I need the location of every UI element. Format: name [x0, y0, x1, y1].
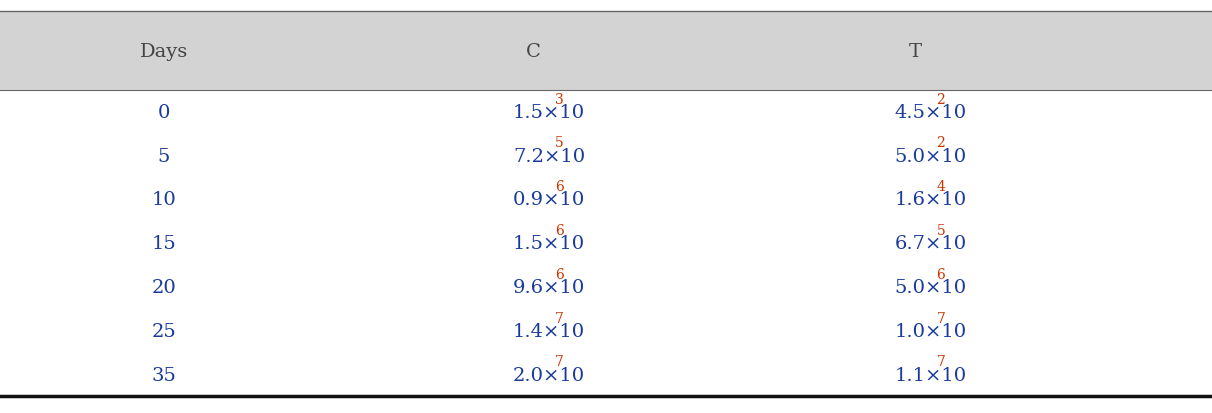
Text: 5: 5 — [555, 136, 564, 150]
Text: 7: 7 — [937, 354, 945, 368]
Text: Days: Days — [139, 43, 188, 61]
Text: 2: 2 — [937, 93, 945, 107]
Text: 0.9×10: 0.9×10 — [513, 191, 585, 209]
Text: 3: 3 — [555, 93, 564, 107]
Text: 10: 10 — [152, 191, 176, 209]
Text: 7: 7 — [937, 311, 945, 325]
Text: 4: 4 — [937, 180, 945, 194]
Text: T: T — [909, 43, 921, 61]
Text: 6.7×10: 6.7×10 — [894, 235, 967, 253]
Text: 7: 7 — [555, 354, 564, 368]
Text: 6: 6 — [937, 267, 945, 281]
Text: 1.6×10: 1.6×10 — [894, 191, 967, 209]
Text: 2.0×10: 2.0×10 — [513, 366, 585, 384]
Text: 7: 7 — [555, 311, 564, 325]
Text: C: C — [526, 43, 541, 61]
Text: 1.4×10: 1.4×10 — [513, 322, 585, 340]
Text: 5.0×10: 5.0×10 — [894, 278, 967, 296]
Text: 1.5×10: 1.5×10 — [513, 104, 585, 122]
Text: 4.5×10: 4.5×10 — [894, 104, 967, 122]
Text: 9.6×10: 9.6×10 — [513, 278, 585, 296]
Text: 1.1×10: 1.1×10 — [894, 366, 967, 384]
Text: 5: 5 — [937, 223, 945, 237]
Text: 25: 25 — [152, 322, 176, 340]
Text: 7.2×10: 7.2×10 — [513, 147, 585, 165]
Text: 20: 20 — [152, 278, 176, 296]
Text: 6: 6 — [555, 223, 564, 237]
Text: 1.5×10: 1.5×10 — [513, 235, 585, 253]
Text: 5: 5 — [158, 147, 170, 165]
FancyBboxPatch shape — [0, 12, 1212, 91]
Text: 5.0×10: 5.0×10 — [894, 147, 967, 165]
Text: 15: 15 — [152, 235, 176, 253]
Text: 35: 35 — [152, 366, 176, 384]
Text: 6: 6 — [555, 180, 564, 194]
Text: 6: 6 — [555, 267, 564, 281]
Text: 1.0×10: 1.0×10 — [894, 322, 967, 340]
Text: 2: 2 — [937, 136, 945, 150]
Text: 0: 0 — [158, 104, 170, 122]
